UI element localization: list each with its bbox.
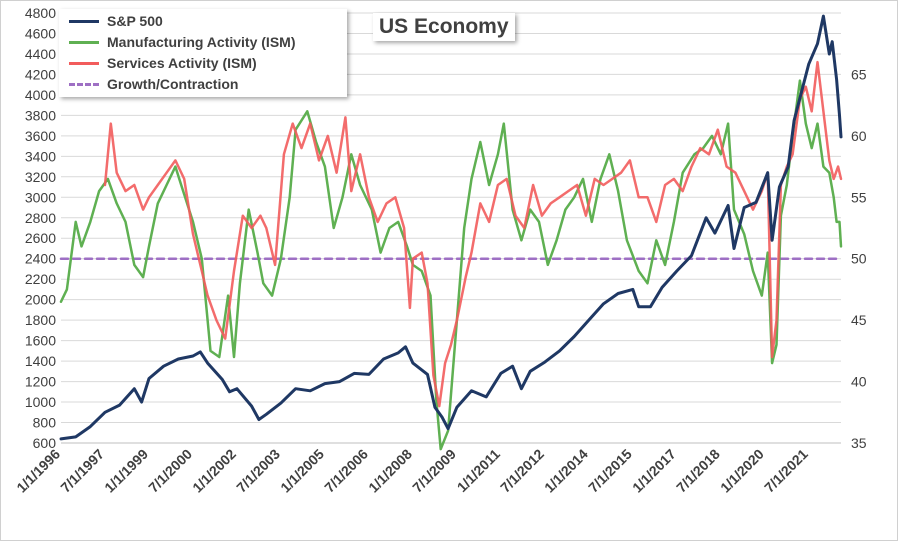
x-tick-label: 1/1/2017 <box>629 446 679 496</box>
y-left-tick-label: 2200 <box>25 271 56 287</box>
legend: S&P 500 Manufacturing Activity (ISM) Ser… <box>59 9 347 97</box>
y-right-tick-label: 60 <box>851 128 867 144</box>
y-left-tick-label: 2600 <box>25 230 56 246</box>
x-tick-label: 1/1/2005 <box>277 446 327 496</box>
x-tick-label: 7/1/2009 <box>409 446 459 496</box>
x-tick-label: 7/1/1997 <box>57 446 107 496</box>
y-right-tick-label: 40 <box>851 374 867 390</box>
x-tick-label: 1/1/2011 <box>454 446 503 495</box>
y-right-tick-label: 55 <box>851 189 867 205</box>
x-tick-label: 1/1/2002 <box>189 446 239 496</box>
legend-swatch-manufacturing <box>69 40 99 44</box>
legend-item-manufacturing: Manufacturing Activity (ISM) <box>69 32 296 52</box>
x-tick-label: 1/1/2020 <box>717 446 767 496</box>
y-left-tick-label: 3000 <box>25 189 56 205</box>
x-tick-label: 7/1/2018 <box>673 446 723 496</box>
y-left-tick-label: 1800 <box>25 312 56 328</box>
y-left-tick-label: 1600 <box>25 333 56 349</box>
x-tick-label: 1/1/1996 <box>13 446 63 496</box>
legend-item-sp500: S&P 500 <box>69 11 163 31</box>
y-left-tick-label: 3400 <box>25 148 56 164</box>
x-tick-label: 7/1/2015 <box>585 446 635 496</box>
legend-swatch-growth-contraction <box>69 82 99 86</box>
legend-swatch-services <box>69 61 99 65</box>
y-left-tick-label: 4200 <box>25 66 56 82</box>
legend-label-manufacturing: Manufacturing Activity (ISM) <box>107 34 296 50</box>
y-left-tick-label: 2000 <box>25 292 56 308</box>
y-right-tick-label: 65 <box>851 66 867 82</box>
series-line-services <box>103 60 843 408</box>
legend-item-growth-contraction: Growth/Contraction <box>69 74 238 94</box>
x-tick-label: 7/1/2021 <box>761 446 811 496</box>
x-tick-label: 1/1/2014 <box>541 446 591 496</box>
chart-title-box: US Economy <box>373 13 515 41</box>
y-left-tick-label: 4800 <box>25 5 56 21</box>
x-tick-label: 7/1/2000 <box>145 446 195 496</box>
legend-swatch-sp500 <box>69 19 99 23</box>
y-left-tick-label: 4400 <box>25 46 56 62</box>
series-line-sp500 <box>59 14 843 441</box>
y-left-tick-label: 4000 <box>25 87 56 103</box>
x-tick-label: 1/1/2008 <box>365 446 415 496</box>
y-left-tick-label: 3200 <box>25 169 56 185</box>
y-left-tick-label: 4600 <box>25 25 56 41</box>
x-tick-label: 1/1/1999 <box>101 446 151 496</box>
x-tick-label: 7/1/2006 <box>321 446 371 496</box>
x-tick-label: 7/1/2003 <box>233 446 283 496</box>
y-right-tick-label: 45 <box>851 312 867 328</box>
y-left-tick-label: 3600 <box>25 128 56 144</box>
legend-label-sp500: S&P 500 <box>107 13 163 29</box>
y-left-tick-label: 800 <box>33 415 57 431</box>
chart-title: US Economy <box>379 15 509 38</box>
legend-label-growth-contraction: Growth/Contraction <box>107 76 239 92</box>
y-left-tick-label: 1200 <box>25 374 56 390</box>
y-left-tick-label: 3800 <box>25 107 56 123</box>
y-right-tick-label: 35 <box>851 435 867 451</box>
series-line-manufacturing <box>59 79 843 451</box>
y-left-tick-label: 2400 <box>25 251 56 267</box>
y-left-tick-label: 1000 <box>25 394 56 410</box>
legend-item-services: Services Activity (ISM) <box>69 53 257 73</box>
x-tick-label: 7/1/2012 <box>497 446 547 496</box>
y-left-tick-label: 2800 <box>25 210 56 226</box>
legend-label-services: Services Activity (ISM) <box>107 55 257 71</box>
y-left-tick-label: 600 <box>33 435 57 451</box>
y-right-tick-label: 50 <box>851 251 867 267</box>
y-left-tick-label: 1400 <box>25 353 56 369</box>
